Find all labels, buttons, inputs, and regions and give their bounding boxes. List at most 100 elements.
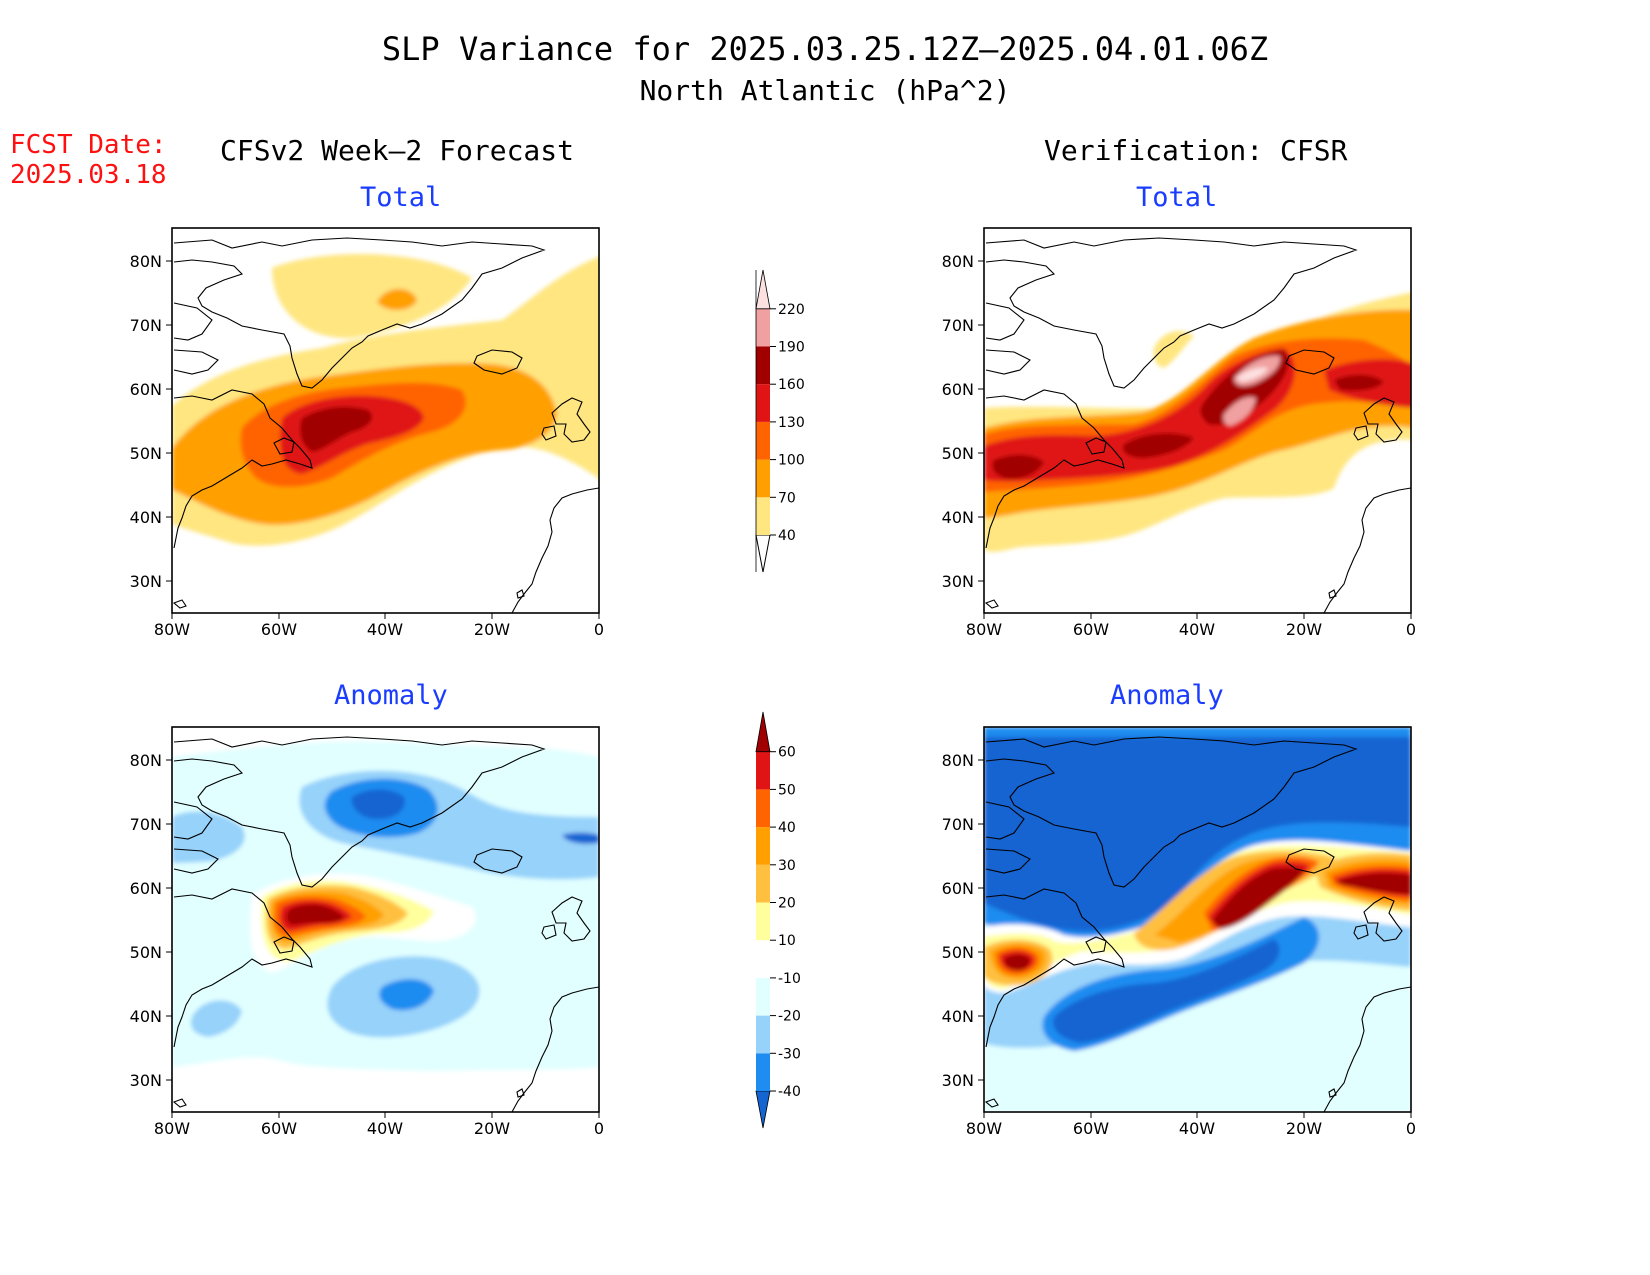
colorbar-swatch xyxy=(756,977,770,1016)
shading-region xyxy=(286,904,344,925)
lat-tick-label: 80N xyxy=(942,252,974,271)
lat-tick-label: 50N xyxy=(942,943,974,962)
colorbar-swatch xyxy=(756,1015,770,1054)
colorbar-swatch xyxy=(755,269,771,310)
colorbar-swatch xyxy=(756,789,770,828)
colorbar-label: 100 xyxy=(778,453,805,469)
column-title-forecast: CFSv2 Week–2 Forecast xyxy=(220,134,575,167)
shading-region xyxy=(1153,331,1194,368)
panel-title-forecast-anomaly: Anomaly xyxy=(334,680,448,711)
lat-tick-label: 60N xyxy=(130,879,162,898)
colorbar-label: 190 xyxy=(778,340,805,356)
lon-tick-label: 40W xyxy=(1179,620,1215,639)
colorbar-swatch xyxy=(756,346,770,385)
lon-tick-label: 0 xyxy=(594,1119,604,1138)
colorbar-swatch xyxy=(756,308,770,347)
colorbar-swatch xyxy=(755,711,771,753)
colorbar-swatch xyxy=(756,902,770,941)
colorbar-label: 50 xyxy=(778,782,796,798)
lon-tick-label: 40W xyxy=(1179,1119,1215,1138)
fcst-date-value: 2025.03.18 xyxy=(10,160,167,190)
lat-tick-label: 30N xyxy=(130,572,162,591)
shading-region xyxy=(190,1000,242,1037)
shading-region xyxy=(562,832,599,844)
colorbar-swatch xyxy=(756,1053,770,1091)
figure-title: SLP Variance for 2025.03.25.12Z–2025.04.… xyxy=(381,30,1269,68)
lat-tick-label: 30N xyxy=(130,1071,162,1090)
colorbar-anomaly: -40 -30 -20 -10 10 20 30 40 50 60 xyxy=(755,711,801,1129)
map-verification-total: 80N 70N 60N 50N 40N 30N 80W 60W 40W 20W 0 xyxy=(942,227,1416,639)
shading-region xyxy=(1122,433,1194,458)
lon-tick-label: 80W xyxy=(966,1119,1002,1138)
colorbar-label: 130 xyxy=(778,415,805,431)
shading-region xyxy=(1223,396,1256,426)
colorbar-swatch xyxy=(756,864,770,903)
map-forecast-total: 80N 70N 60N 50N 40N 30N 80W 60W 40W 20W 0 xyxy=(130,227,604,639)
lon-tick-label: 60W xyxy=(1073,620,1109,639)
shading-region xyxy=(272,254,472,339)
lat-tick-label: 60N xyxy=(942,879,974,898)
colorbar-label: 70 xyxy=(778,490,796,506)
colorbar-swatch xyxy=(756,421,770,460)
lat-tick-label: 30N xyxy=(942,572,974,591)
colorbar-arrow-low xyxy=(755,534,771,573)
lat-tick-label: 60N xyxy=(942,380,974,399)
colorbar-label: 220 xyxy=(778,302,805,318)
lat-tick-label: 70N xyxy=(942,316,974,335)
colorbar-swatch xyxy=(756,384,770,422)
shading-region xyxy=(1212,867,1304,929)
lat-tick-label: 80N xyxy=(130,751,162,770)
colorbar-label: 20 xyxy=(778,896,796,912)
lat-tick-label: 40N xyxy=(942,508,974,527)
colorbar-label: 40 xyxy=(778,820,796,836)
shading-region xyxy=(300,406,373,452)
lat-tick-label: 70N xyxy=(942,815,974,834)
map-forecast-anomaly: 80N 70N 60N 50N 40N 30N 80W 60W 40W 20W 0 xyxy=(130,726,604,1138)
panel-title-verification-total: Total xyxy=(1136,182,1218,213)
lon-tick-label: 20W xyxy=(474,1119,510,1138)
shading-region xyxy=(379,979,434,1011)
colorbar-swatch xyxy=(756,940,770,978)
lat-tick-label: 70N xyxy=(130,815,162,834)
shading-region xyxy=(377,289,417,311)
colorbar-label: -10 xyxy=(778,971,801,987)
shading-region xyxy=(1334,374,1384,391)
colorbar-label: -40 xyxy=(778,1084,801,1100)
lon-tick-label: 20W xyxy=(1286,620,1322,639)
colorbar-label: 60 xyxy=(778,745,796,761)
lat-tick-label: 80N xyxy=(942,751,974,770)
lon-tick-label: 80W xyxy=(966,620,1002,639)
lat-tick-label: 50N xyxy=(942,444,974,463)
colorbar-swatch xyxy=(756,459,770,498)
lon-tick-label: 40W xyxy=(367,620,403,639)
lon-tick-label: 60W xyxy=(261,620,297,639)
shading-region xyxy=(984,737,1411,932)
fcst-date-label: FCST Date: xyxy=(10,130,167,160)
lon-tick-label: 80W xyxy=(154,1119,190,1138)
shading-region xyxy=(351,789,405,819)
map-verification-anomaly: 80N 70N 60N 50N 40N 30N 80W 60W 40W 20W 0 xyxy=(942,726,1416,1138)
lat-tick-label: 40N xyxy=(130,1007,162,1026)
lat-tick-label: 30N xyxy=(942,1071,974,1090)
colorbar-label: 10 xyxy=(778,933,796,949)
colorbar-swatch xyxy=(756,827,770,865)
lat-tick-label: 50N xyxy=(130,444,162,463)
lat-tick-label: 60N xyxy=(130,380,162,399)
lat-tick-label: 40N xyxy=(130,508,162,527)
shading-region xyxy=(992,454,1044,480)
lon-tick-label: 60W xyxy=(261,1119,297,1138)
lat-tick-label: 70N xyxy=(130,316,162,335)
colorbar-label: 30 xyxy=(778,858,796,874)
shading-region xyxy=(1336,873,1411,895)
lat-tick-label: 40N xyxy=(942,1007,974,1026)
lon-tick-label: 0 xyxy=(594,620,604,639)
shading-region xyxy=(1004,954,1030,971)
colorbar-label: -30 xyxy=(778,1046,801,1062)
colorbar-swatch xyxy=(756,497,770,535)
column-title-verification: Verification: CFSR xyxy=(1044,134,1348,167)
lon-tick-label: 20W xyxy=(1286,1119,1322,1138)
colorbar-swatch xyxy=(756,751,770,790)
lat-tick-label: 80N xyxy=(130,252,162,271)
